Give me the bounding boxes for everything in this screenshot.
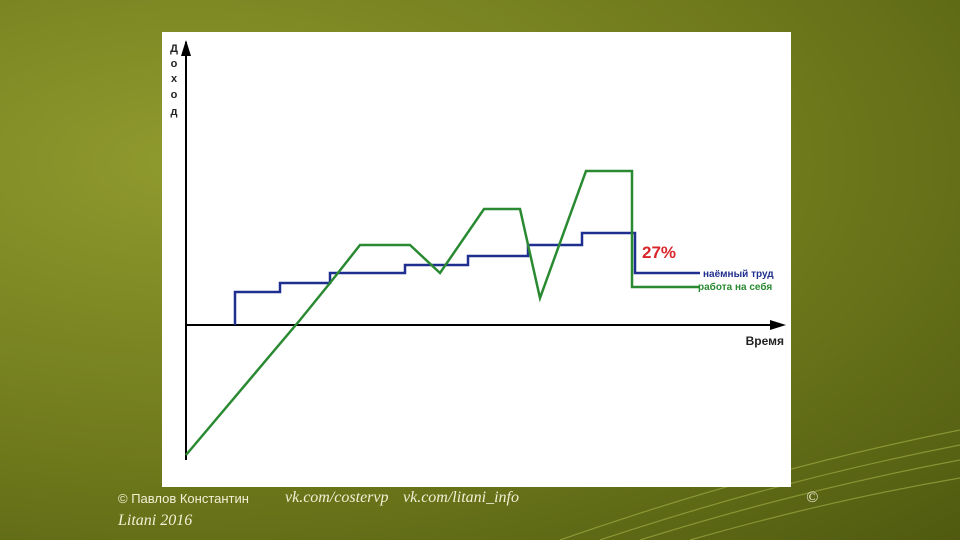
- footer-author: © Павлов Константин: [118, 491, 249, 506]
- x-label: Время: [746, 334, 784, 348]
- chart-background: [162, 32, 791, 487]
- y-label-letter: д: [171, 106, 178, 118]
- legend-label: работа на себя: [698, 281, 772, 293]
- footer-copyright: ©: [806, 489, 819, 506]
- legend-label: наёмный труд: [703, 269, 774, 280]
- hired-work-line: [233, 231, 700, 325]
- footer-link: vk.com/costervp: [285, 489, 389, 506]
- footer-link: vk.com/litani_info: [403, 489, 519, 506]
- y-label-letter: о: [171, 58, 178, 70]
- y-label-letter: Д: [170, 43, 178, 55]
- footer-site: Litani 2016: [118, 512, 193, 529]
- self-work-line: [185, 169, 700, 456]
- y-label-letter: х: [171, 73, 178, 85]
- annotation: 27%: [642, 243, 676, 262]
- y-label-letter: о: [171, 89, 178, 101]
- axes: [181, 40, 786, 460]
